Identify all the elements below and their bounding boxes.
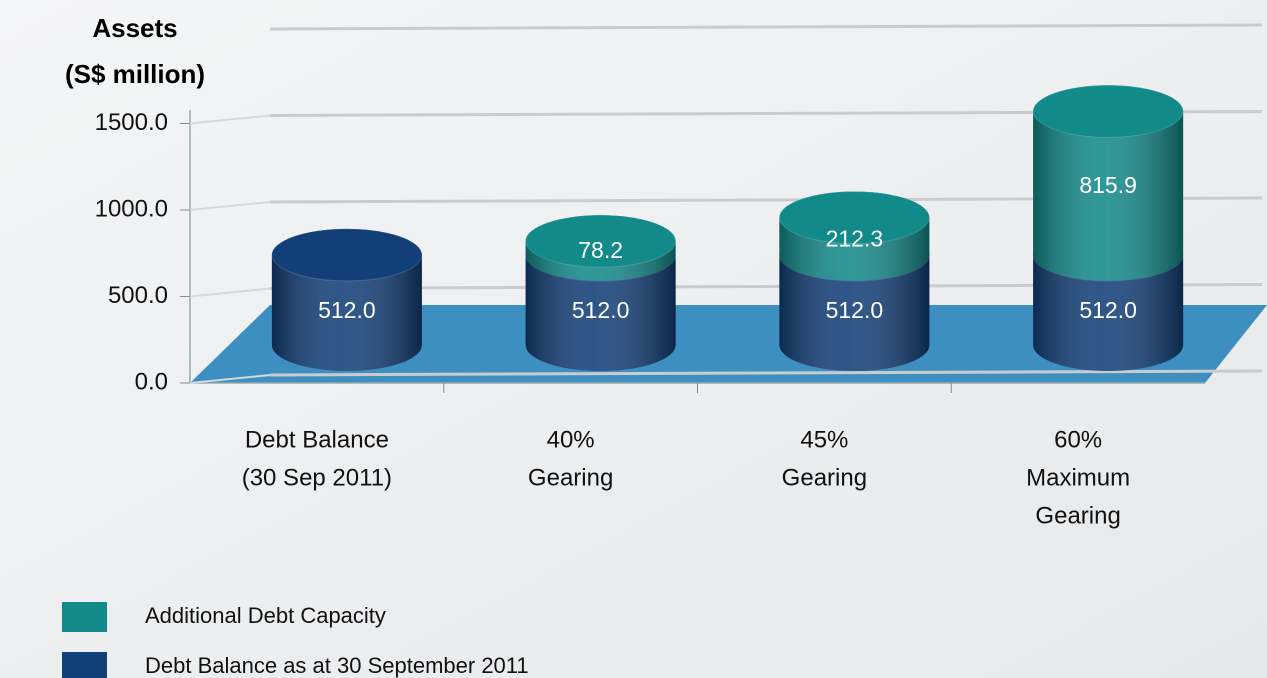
x-tick-label: 40% — [547, 426, 595, 453]
grid-line — [189, 201, 271, 211]
data-label: 212.3 — [826, 225, 884, 251]
cylinder-segment — [271, 228, 423, 371]
data-label: 512.0 — [318, 297, 376, 323]
cylinder-top — [271, 228, 423, 282]
cylinder-top — [778, 191, 930, 245]
x-tick-label: 45% — [800, 426, 848, 453]
cylinder-shade — [1033, 85, 1184, 281]
grid-line — [189, 114, 271, 125]
y-tick-label: 0.0 — [135, 368, 168, 395]
data-label: 78.2 — [578, 237, 623, 263]
chart-floor — [190, 305, 1267, 383]
cylinder-segment — [778, 191, 930, 281]
grid-line — [269, 369, 1263, 377]
wall-edge — [269, 23, 1263, 31]
y-axis-label: Assets — [92, 13, 177, 43]
cylinder-top — [525, 214, 677, 268]
y-tick-label: 500.0 — [108, 282, 168, 309]
cylinder-segment — [1032, 84, 1184, 281]
x-tick-label: Debt Balance — [245, 426, 389, 453]
y-tick-label: 1000.0 — [95, 195, 168, 222]
data-label: 512.0 — [1079, 297, 1137, 323]
legend-swatch — [62, 602, 107, 632]
legend-swatch — [62, 652, 107, 678]
legend-label: Debt Balance as at 30 September 2011 — [145, 653, 529, 678]
y-tick-label: 1500.0 — [95, 109, 168, 136]
grid-line — [189, 287, 271, 298]
data-label: 512.0 — [826, 297, 884, 323]
x-tick-label: Gearing — [1035, 502, 1120, 529]
x-tick-label: 60% — [1054, 426, 1102, 453]
data-label: 815.9 — [1079, 172, 1137, 198]
x-tick-label: (30 Sep 2011) — [242, 464, 392, 491]
x-tick-label: Gearing — [528, 464, 613, 491]
x-tick-label: Gearing — [782, 464, 867, 491]
cylinder-segment — [525, 214, 677, 281]
legend-label: Additional Debt Capacity — [145, 603, 386, 628]
x-tick-label: Maximum — [1026, 464, 1130, 491]
y-axis-label: (S$ million) — [65, 59, 205, 89]
grid-line — [189, 374, 271, 384]
cylinder-top — [1032, 84, 1184, 138]
data-label: 512.0 — [572, 297, 630, 323]
